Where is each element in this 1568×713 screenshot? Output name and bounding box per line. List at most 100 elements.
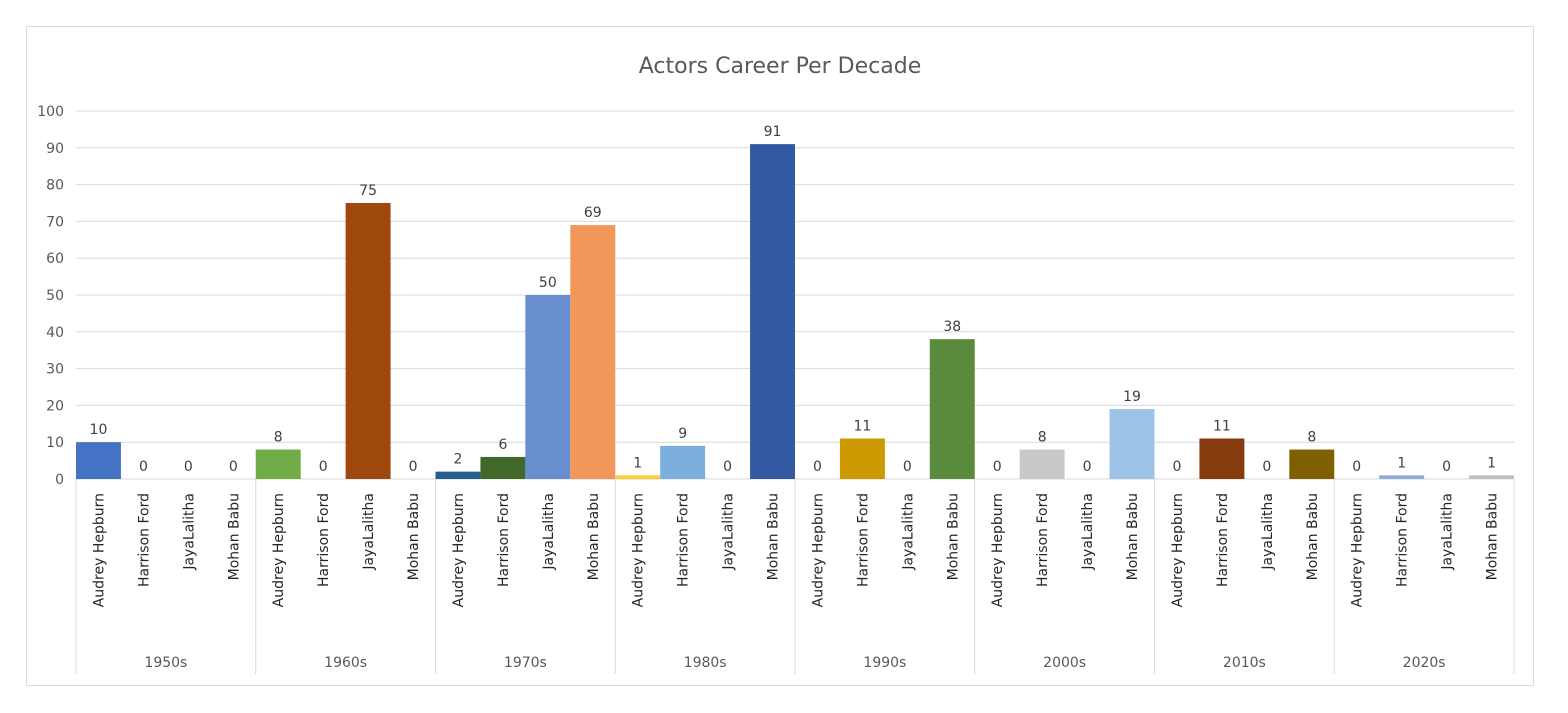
- bar: [435, 471, 481, 479]
- x-axis: Audrey Hepburn Harrison Ford JayaLalitha Mo…: [75, 479, 1515, 674]
- x-category-label: Harrison Ford: [1215, 493, 1231, 587]
- x-category-label: Audrey Hepburn: [990, 493, 1006, 607]
- bar: [570, 225, 616, 479]
- data-label: 1: [1397, 455, 1406, 471]
- x-category-label: Harrison Ford: [676, 493, 692, 587]
- bar: [525, 295, 571, 479]
- x-category-label: JayaLalitha: [1260, 493, 1276, 571]
- data-label: 0: [139, 459, 148, 475]
- data-label: 0: [319, 459, 328, 475]
- x-category-label: Audrey Hepburn: [631, 493, 647, 607]
- data-label: 10: [90, 422, 108, 438]
- y-tick-label: 100: [37, 104, 64, 120]
- bar: [345, 203, 391, 479]
- x-category-label: Audrey Hepburn: [271, 493, 287, 607]
- y-tick-label: 30: [46, 362, 64, 378]
- data-label: 0: [993, 459, 1002, 475]
- x-category-label: JayaLalitha: [721, 493, 737, 571]
- x-group-label: 2010s: [1223, 655, 1266, 671]
- bar: [76, 442, 121, 479]
- data-label: 19: [1123, 389, 1141, 405]
- x-group-label: 1950s: [144, 655, 187, 671]
- data-label: 50: [539, 275, 557, 291]
- data-label: 0: [409, 459, 418, 475]
- bar: [1109, 409, 1155, 479]
- x-category-label: Harrison Ford: [855, 493, 871, 587]
- data-label: 0: [1442, 459, 1451, 475]
- x-category-label: Mohan Babu: [1485, 493, 1501, 580]
- data-label: 6: [498, 437, 507, 453]
- x-category-label: Harrison Ford: [136, 493, 152, 587]
- data-label: 0: [1083, 459, 1092, 475]
- x-category-label: Mohan Babu: [766, 493, 782, 580]
- x-category-label: Harrison Ford: [496, 493, 512, 587]
- data-label: 69: [584, 205, 602, 221]
- x-category-label: Audrey Hepburn: [1350, 493, 1366, 607]
- data-label: 0: [813, 459, 822, 475]
- bar: [480, 456, 526, 479]
- chart-title: Actors Career Per Decade: [639, 54, 921, 79]
- x-group-label: 1980s: [684, 655, 727, 671]
- bar: [1019, 449, 1065, 479]
- data-label: 0: [723, 459, 732, 475]
- bar: [750, 144, 795, 479]
- bar: [1289, 449, 1335, 479]
- data-label: 0: [903, 459, 912, 475]
- x-category-label: JayaLalitha: [900, 493, 916, 571]
- y-tick-label: 40: [46, 325, 64, 341]
- y-tick-label: 80: [46, 178, 64, 194]
- data-label: 38: [943, 319, 961, 335]
- x-category-label: Harrison Ford: [1035, 493, 1051, 587]
- x-group-label: 1960s: [324, 655, 367, 671]
- data-label: 9: [678, 426, 687, 442]
- y-tick-label: 10: [46, 435, 64, 451]
- bar: [1469, 475, 1514, 479]
- data-label: 2: [454, 452, 463, 468]
- x-group-label: 1990s: [863, 655, 906, 671]
- x-category-label: Harrison Ford: [316, 493, 332, 587]
- bar: [929, 339, 975, 479]
- data-label: 0: [1173, 459, 1182, 475]
- data-label: 11: [1213, 419, 1231, 435]
- data-label: 0: [184, 459, 193, 475]
- x-category-label: JayaLalitha: [541, 493, 557, 571]
- x-category-label: Harrison Ford: [1395, 493, 1411, 587]
- data-label: 1: [633, 455, 642, 471]
- y-tick-label: 0: [55, 472, 64, 488]
- data-label: 1: [1487, 455, 1496, 471]
- x-category-label: Mohan Babu: [945, 493, 961, 580]
- x-group-label: 2020s: [1403, 655, 1446, 671]
- data-label: 8: [274, 430, 283, 446]
- x-category-label: Mohan Babu: [1305, 493, 1321, 580]
- data-label: 91: [764, 124, 782, 140]
- bar: [839, 438, 885, 479]
- x-category-label: Mohan Babu: [586, 493, 602, 580]
- data-label: 8: [1038, 430, 1047, 446]
- x-group-label: 2000s: [1043, 655, 1086, 671]
- y-axis-ticks: 0 10 20 30 40 50 60 70 80 90 100: [37, 104, 64, 488]
- bar: [660, 445, 706, 479]
- data-label: 0: [1352, 459, 1361, 475]
- bar: [1199, 438, 1245, 479]
- data-label: 0: [1262, 459, 1271, 475]
- bar: [255, 449, 301, 479]
- bar: [1379, 475, 1425, 479]
- bars: [76, 144, 1514, 479]
- y-tick-label: 50: [46, 288, 64, 304]
- x-category-label: Audrey Hepburn: [451, 493, 467, 607]
- data-label: 75: [359, 183, 377, 199]
- data-label: 8: [1307, 430, 1316, 446]
- x-category-label: Mohan Babu: [1125, 493, 1141, 580]
- x-category-label: JayaLalitha: [1080, 493, 1096, 571]
- y-tick-label: 90: [46, 141, 64, 157]
- x-category-label: JayaLalitha: [361, 493, 377, 571]
- y-tick-label: 70: [46, 214, 64, 230]
- x-category-label: Audrey Hepburn: [1170, 493, 1186, 607]
- x-category-label: Mohan Babu: [226, 493, 242, 580]
- x-category-label: JayaLalitha: [181, 493, 197, 571]
- x-category-label: JayaLalitha: [1440, 493, 1456, 571]
- data-label: 11: [853, 419, 871, 435]
- x-category-label: Mohan Babu: [406, 493, 422, 580]
